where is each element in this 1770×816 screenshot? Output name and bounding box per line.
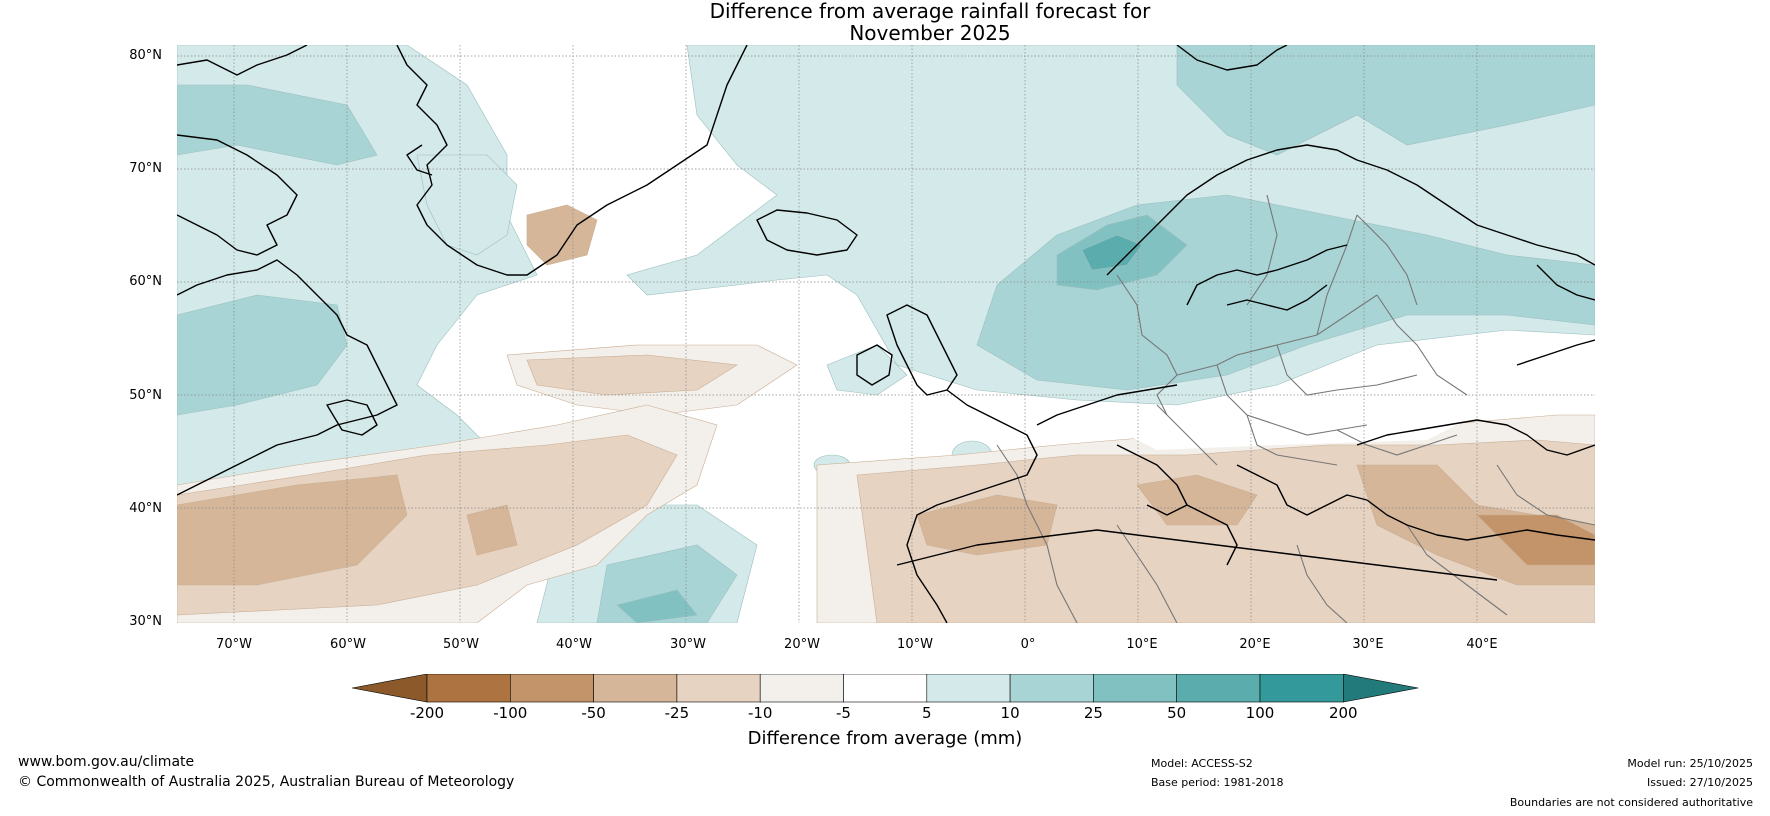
lon-label-0: 0°	[1020, 637, 1036, 652]
labrador-coast	[177, 259, 398, 496]
title-line-2: November 2025	[849, 21, 1011, 45]
country-borders	[996, 194, 1595, 623]
colorbar-tick-label: -10	[747, 704, 773, 722]
colorbar-extend-low	[352, 674, 428, 703]
colorbar-tick-label: 25	[1083, 704, 1103, 722]
colorbar-cell	[1093, 674, 1178, 703]
footer-base-period: Base period: 1981-2018	[1151, 776, 1284, 789]
lon-label-20e: 20°E	[1239, 637, 1271, 652]
colorbar-cell	[426, 674, 511, 703]
lat-label-50n: 50°N	[129, 388, 162, 403]
lon-label-40e: 40°E	[1466, 637, 1498, 652]
colorbar	[352, 674, 1419, 703]
colorbar-tick-label: 50	[1167, 704, 1187, 722]
ireland-coast	[856, 344, 893, 386]
coastlines	[177, 45, 1595, 623]
lon-label-30e: 30°E	[1352, 637, 1384, 652]
lat-label-60n: 60°N	[129, 274, 162, 289]
footer-boundaries: Boundaries are not considered authoritat…	[1509, 796, 1753, 809]
colorbar-cell	[1009, 674, 1094, 703]
colorbar-tick-label: -200	[409, 704, 445, 722]
lon-label-50w: 50°W	[443, 637, 479, 652]
colorbar-tick-label: 5	[922, 704, 932, 722]
colorbar-cell	[1259, 674, 1344, 703]
colorbar-extend-high	[1342, 674, 1419, 703]
colorbar-cell	[759, 674, 844, 703]
colorbar-cell	[676, 674, 761, 703]
lon-label-10w: 10°W	[897, 637, 933, 652]
title-line-1: Difference from average rainfall forecas…	[709, 0, 1151, 23]
colorbar-label: Difference from average (mm)	[747, 728, 1023, 749]
north-africa-coast	[896, 529, 1498, 581]
lon-label-70w: 70°W	[216, 637, 252, 652]
footer-model: Model: ACCESS-S2	[1151, 757, 1253, 770]
colorbar-tick-label: -25	[664, 704, 690, 722]
colorbar-tick-label: -50	[581, 704, 606, 722]
lon-label-30w: 30°W	[670, 637, 706, 652]
colorbar-cell	[926, 674, 1011, 703]
colorbar-cell	[1176, 674, 1261, 703]
rainfall-anomaly-map	[177, 45, 1595, 623]
colorbar-tick-label: 10	[1000, 704, 1020, 722]
greenland-coast	[396, 45, 748, 276]
footer-copyright: © Commonwealth of Australia 2025, Austra…	[18, 774, 515, 790]
lat-label-30n: 30°N	[129, 614, 162, 629]
footer-issued: Issued: 27/10/2025	[1646, 776, 1753, 789]
colorbar-cell	[593, 674, 678, 703]
europe-coast	[906, 389, 1038, 623]
iceland-coast	[756, 209, 858, 256]
colorbar-tick-label: -5	[836, 704, 851, 722]
scandinavia-coast	[1106, 144, 1595, 276]
colorbar-tick-label: 100	[1245, 704, 1275, 722]
wet-anomaly-areas	[177, 45, 1595, 623]
colorbar-tick-label: -100	[493, 704, 528, 722]
lon-label-60w: 60°W	[330, 637, 366, 652]
map-title: Difference from average rainfall forecas…	[0, 0, 1770, 44]
colorbar-cell	[510, 674, 594, 703]
lat-label-40n: 40°N	[129, 501, 162, 516]
colorbar-tick-label: 200	[1328, 704, 1358, 722]
footer-model-run: Model run: 25/10/2025	[1627, 757, 1753, 770]
lat-label-80n: 80°N	[129, 48, 162, 63]
colorbar-cell	[843, 674, 928, 703]
uk-coast	[886, 304, 958, 396]
baffin-coast	[177, 134, 298, 256]
lat-label-70n: 70°N	[129, 161, 162, 176]
lon-label-10e: 10°E	[1126, 637, 1158, 652]
lon-label-20w: 20°W	[784, 637, 820, 652]
footer-url: www.bom.gov.au/climate	[18, 754, 195, 770]
map-canvas	[177, 45, 1595, 623]
lon-label-40w: 40°W	[556, 637, 592, 652]
